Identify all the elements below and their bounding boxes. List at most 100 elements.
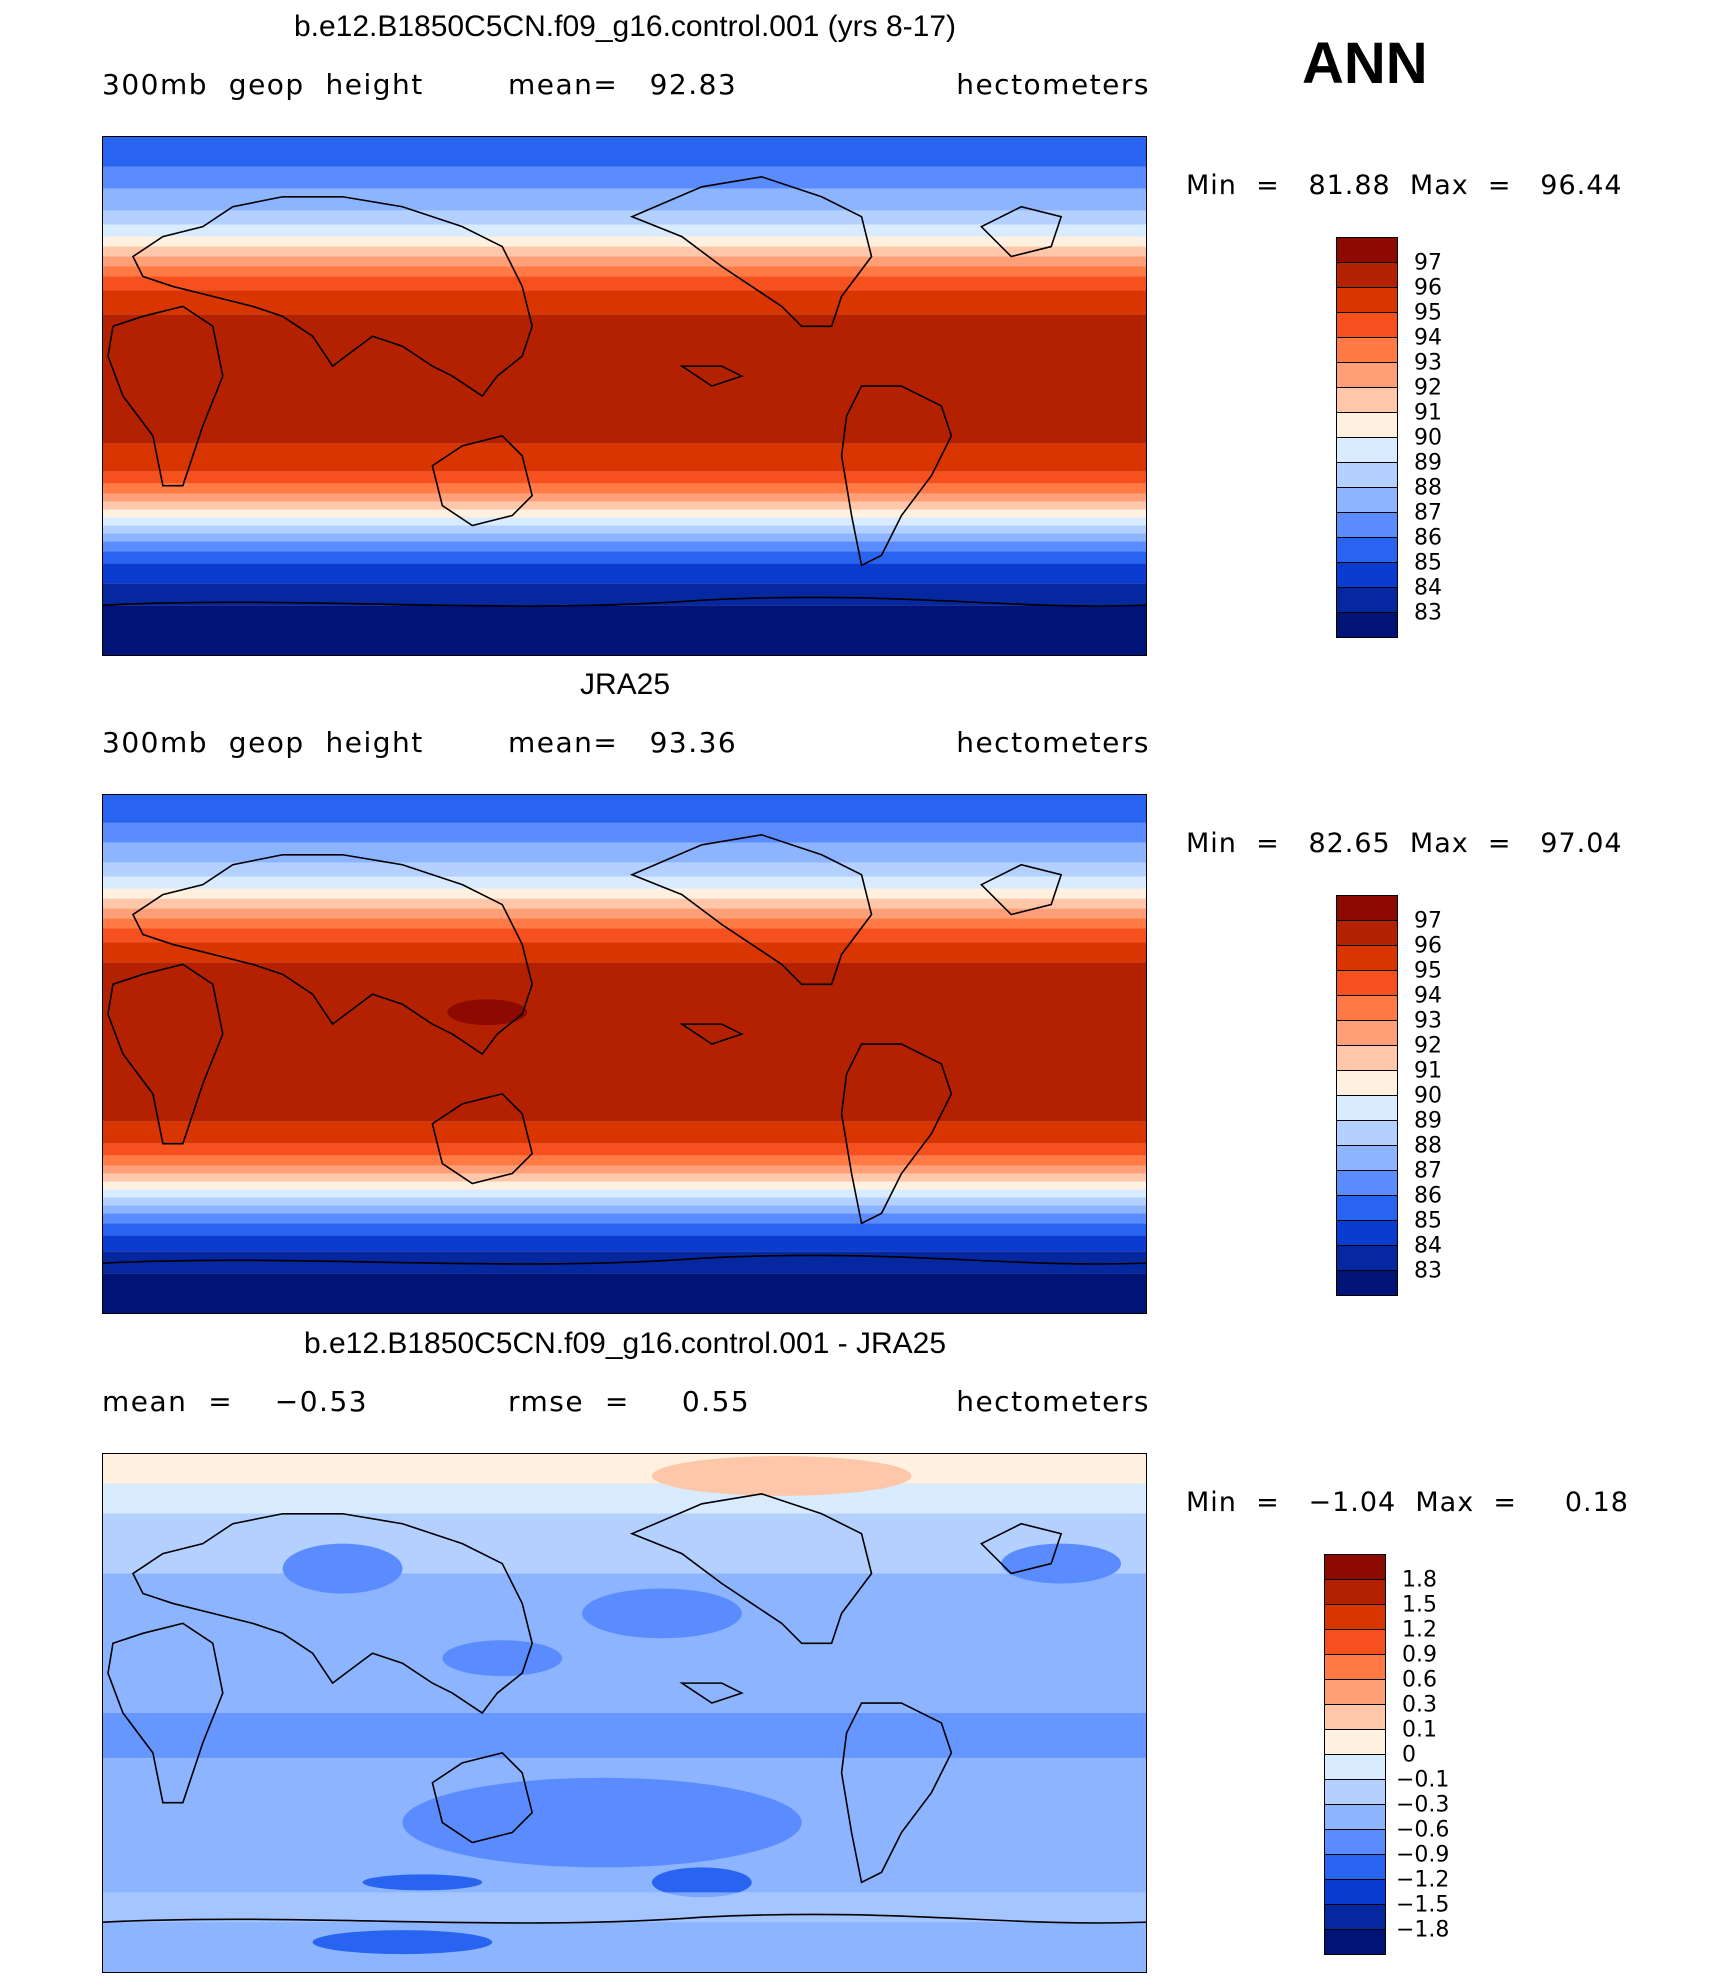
variable-label: 300mb geop height (102, 68, 424, 101)
colorbar-swatch (1324, 1829, 1386, 1855)
variable-label: 300mb geop height (102, 726, 424, 759)
colorbar-swatch (1336, 1145, 1398, 1171)
colorbar-label: 1.8 (1402, 1567, 1437, 1593)
map-difference (102, 1453, 1147, 1973)
colorbar-swatch (1324, 1679, 1386, 1705)
colorbar-swatch (1336, 945, 1398, 971)
colorbar-swatch (1336, 362, 1398, 388)
colorbar-label: 1.5 (1402, 1592, 1437, 1618)
colorbar-label: 93 (1414, 350, 1442, 376)
colorbar-label: 95 (1414, 958, 1442, 984)
contour-map (103, 137, 1146, 655)
colorbar-swatch (1336, 262, 1398, 288)
colorbar-label: 88 (1414, 475, 1442, 501)
colorbar-label: 90 (1414, 1083, 1442, 1109)
colorbar-swatch (1336, 537, 1398, 563)
colorbar-label: 83 (1414, 600, 1442, 626)
colorbar-label: 0.1 (1402, 1717, 1437, 1743)
panel-obs: JRA25 300mb geop height mean= 93.36 hect… (0, 668, 1710, 1328)
contour-map (103, 795, 1146, 1313)
panel-title: b.e12.B1850C5CN.f09_g16.control.001 (yrs… (293, 10, 957, 43)
colorbar-label: 84 (1414, 1233, 1442, 1259)
colorbar-swatch (1336, 312, 1398, 338)
colorbar-swatch (1324, 1754, 1386, 1780)
colorbar-swatch (1324, 1729, 1386, 1755)
colorbar-swatch (1336, 1270, 1398, 1296)
colorbar-swatch (1336, 1095, 1398, 1121)
colorbar-label: 95 (1414, 300, 1442, 326)
colorbar-label: 92 (1414, 375, 1442, 401)
season-label: ANN (1302, 31, 1428, 96)
colorbar-swatch (1336, 1195, 1398, 1221)
colorbar-swatch (1336, 562, 1398, 588)
colorbar-swatch (1336, 462, 1398, 488)
colorbar-swatch (1336, 337, 1398, 363)
colorbar-swatch (1324, 1854, 1386, 1880)
colorbar-swatch (1336, 612, 1398, 638)
colorbar-swatch (1336, 1170, 1398, 1196)
map-obs (102, 794, 1147, 1314)
colorbar-label: 88 (1414, 1133, 1442, 1159)
colorbar-label: −1.8 (1396, 1917, 1450, 1943)
colorbar-label: 94 (1414, 325, 1442, 351)
colorbar-label: −0.9 (1396, 1842, 1450, 1868)
colorbar-swatch (1336, 287, 1398, 313)
colorbar-label: −0.6 (1396, 1817, 1450, 1843)
colorbar-label: −0.1 (1396, 1767, 1450, 1793)
colorbar-swatch (1336, 1070, 1398, 1096)
units-label: hectometers (956, 726, 1150, 759)
colorbar-label: 93 (1414, 1008, 1442, 1034)
colorbar-label: 0.9 (1402, 1642, 1437, 1668)
colorbar-swatch (1336, 920, 1398, 946)
colorbar-label: 91 (1414, 400, 1442, 426)
mean-label: mean= 93.36 (508, 726, 738, 759)
colorbar-label: 89 (1414, 450, 1442, 476)
colorbar-label: 86 (1414, 1183, 1442, 1209)
colorbar-label: 85 (1414, 1208, 1442, 1234)
colorbar-label: 85 (1414, 550, 1442, 576)
map-model (102, 136, 1147, 656)
colorbar-swatch (1336, 487, 1398, 513)
colorbar-swatch (1336, 512, 1398, 538)
colorbar-swatch (1336, 237, 1398, 263)
colorbar-label: 91 (1414, 1058, 1442, 1084)
colorbar-swatch (1336, 995, 1398, 1021)
panel-model: b.e12.B1850C5CN.f09_g16.control.001 (yrs… (0, 10, 1710, 670)
units-label: hectometers (956, 68, 1150, 101)
colorbar-swatch (1324, 1654, 1386, 1680)
colorbar-label: 87 (1414, 1158, 1442, 1184)
colorbar: 97 96 95 94 93 92 91 90 89 88 87 86 85 84 83 (1336, 895, 1442, 1296)
minmax-label: Min = 81.88 Max = 96.44 (1186, 170, 1623, 201)
colorbar-label: 0.3 (1402, 1692, 1437, 1718)
colorbar-label: 97 (1414, 250, 1442, 276)
panel-difference: b.e12.B1850C5CN.f09_g16.control.001 - JR… (0, 1327, 1710, 1987)
colorbar-label: 83 (1414, 1258, 1442, 1284)
colorbar-label: −1.2 (1396, 1867, 1450, 1893)
colorbar-label: 84 (1414, 575, 1442, 601)
colorbar-label: −1.5 (1396, 1892, 1450, 1918)
colorbar-label: 89 (1414, 1108, 1442, 1134)
colorbar: 1.8 1.5 1.2 0.9 0.6 0.3 0.1 0 −0.1 −0.3 −0.6 −0.9 −1… (1324, 1554, 1449, 1955)
colorbar-swatch (1324, 1604, 1386, 1630)
mean-label: mean= 92.83 (508, 68, 738, 101)
minmax-label: Min = −1.04 Max = 0.18 (1186, 1487, 1629, 1518)
colorbar-label: −0.3 (1396, 1792, 1450, 1818)
panel-title: b.e12.B1850C5CN.f09_g16.control.001 - JR… (303, 1327, 947, 1360)
colorbar-label: 97 (1414, 908, 1442, 934)
colorbar-swatch (1336, 1120, 1398, 1146)
colorbar-swatch (1324, 1554, 1386, 1580)
colorbar-label: 1.2 (1402, 1617, 1437, 1643)
colorbar-label: 92 (1414, 1033, 1442, 1059)
colorbar-swatch (1324, 1804, 1386, 1830)
colorbar-swatch (1336, 1020, 1398, 1046)
colorbar-label: 0.6 (1402, 1667, 1437, 1693)
colorbar-label: 90 (1414, 425, 1442, 451)
colorbar-swatch (1336, 970, 1398, 996)
colorbar-label: 96 (1414, 933, 1442, 959)
colorbar-label: 86 (1414, 525, 1442, 551)
colorbar-swatch (1324, 1779, 1386, 1805)
units-label: hectometers (956, 1385, 1150, 1418)
colorbar-swatch (1336, 895, 1398, 921)
minmax-label: Min = 82.65 Max = 97.04 (1186, 828, 1623, 859)
contour-map (103, 1454, 1146, 1972)
